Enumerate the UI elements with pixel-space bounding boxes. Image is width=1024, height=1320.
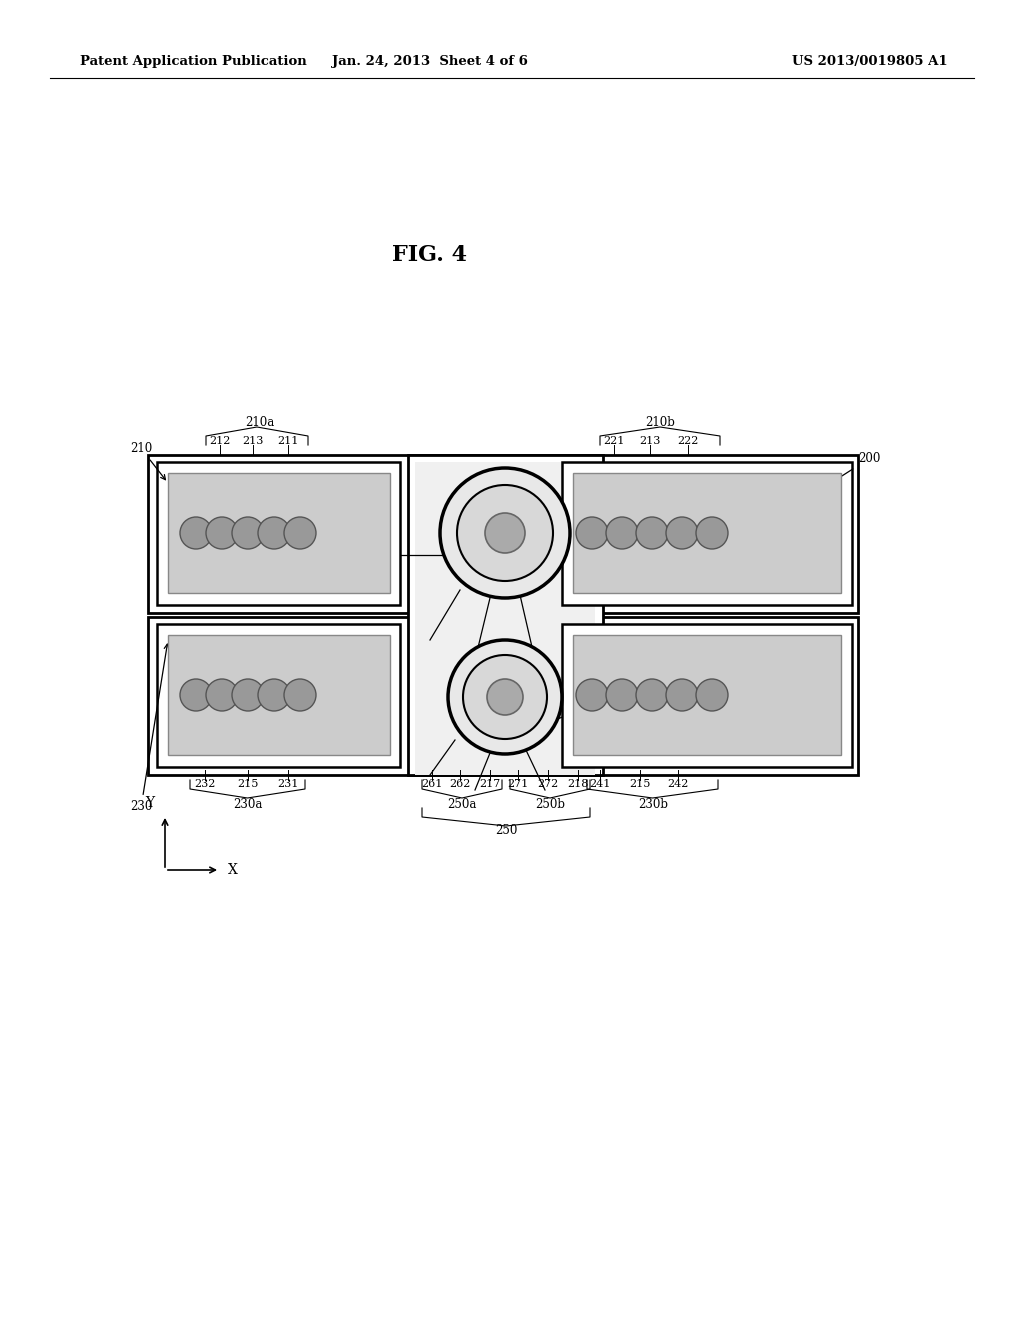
- Bar: [157, 462, 400, 605]
- Circle shape: [258, 517, 290, 549]
- Circle shape: [666, 517, 698, 549]
- Circle shape: [206, 517, 238, 549]
- Text: 210b: 210b: [645, 417, 675, 429]
- Bar: [408, 455, 603, 775]
- Bar: [168, 473, 390, 593]
- Text: 221: 221: [603, 436, 625, 446]
- Text: 261: 261: [421, 779, 442, 789]
- Circle shape: [284, 517, 316, 549]
- Circle shape: [463, 655, 547, 739]
- Circle shape: [575, 678, 608, 711]
- Text: 215: 215: [238, 779, 259, 789]
- Text: Jan. 24, 2013  Sheet 4 of 6: Jan. 24, 2013 Sheet 4 of 6: [332, 55, 528, 69]
- Bar: [562, 624, 852, 767]
- Circle shape: [258, 678, 290, 711]
- Circle shape: [180, 517, 212, 549]
- Text: 262: 262: [450, 779, 471, 789]
- Bar: [573, 635, 841, 755]
- Text: 212: 212: [209, 436, 230, 446]
- Bar: [168, 635, 390, 755]
- Bar: [148, 616, 858, 775]
- Text: 272: 272: [538, 779, 559, 789]
- Circle shape: [232, 517, 264, 549]
- Circle shape: [606, 517, 638, 549]
- Circle shape: [636, 517, 668, 549]
- Circle shape: [180, 678, 212, 711]
- Text: 230b: 230b: [638, 797, 668, 810]
- Circle shape: [284, 678, 316, 711]
- Text: 215: 215: [630, 779, 650, 789]
- Text: 210: 210: [130, 442, 166, 479]
- Text: 200: 200: [823, 451, 881, 488]
- Circle shape: [696, 678, 728, 711]
- Bar: [157, 624, 400, 767]
- Circle shape: [636, 678, 668, 711]
- Text: 210a: 210a: [246, 417, 274, 429]
- Text: X: X: [228, 863, 238, 876]
- Bar: [562, 462, 852, 605]
- Text: 250b: 250b: [535, 797, 565, 810]
- Text: 218: 218: [567, 779, 589, 789]
- Text: 250: 250: [495, 824, 517, 837]
- Text: 213: 213: [639, 436, 660, 446]
- Circle shape: [606, 678, 638, 711]
- Text: 217: 217: [479, 779, 501, 789]
- Circle shape: [666, 678, 698, 711]
- Text: 230a: 230a: [233, 797, 263, 810]
- Text: 232: 232: [195, 779, 216, 789]
- Circle shape: [449, 640, 562, 754]
- Text: 213: 213: [243, 436, 264, 446]
- Text: 271: 271: [507, 779, 528, 789]
- Text: FIG. 4: FIG. 4: [392, 244, 468, 267]
- Circle shape: [206, 678, 238, 711]
- Circle shape: [696, 517, 728, 549]
- Circle shape: [485, 513, 525, 553]
- Circle shape: [440, 469, 570, 598]
- Circle shape: [575, 517, 608, 549]
- Text: US 2013/0019805 A1: US 2013/0019805 A1: [793, 55, 948, 69]
- Text: 230: 230: [130, 644, 169, 813]
- Text: Patent Application Publication: Patent Application Publication: [80, 55, 307, 69]
- Bar: [415, 462, 595, 775]
- Text: 241: 241: [590, 779, 610, 789]
- Text: 250a: 250a: [447, 797, 477, 810]
- Bar: [573, 473, 841, 593]
- Text: 231: 231: [278, 779, 299, 789]
- Circle shape: [487, 678, 523, 715]
- Circle shape: [457, 484, 553, 581]
- Circle shape: [232, 678, 264, 711]
- Text: 211: 211: [278, 436, 299, 446]
- Text: Y: Y: [145, 796, 155, 810]
- Text: 222: 222: [677, 436, 698, 446]
- Text: 242: 242: [668, 779, 689, 789]
- Bar: [148, 455, 858, 612]
